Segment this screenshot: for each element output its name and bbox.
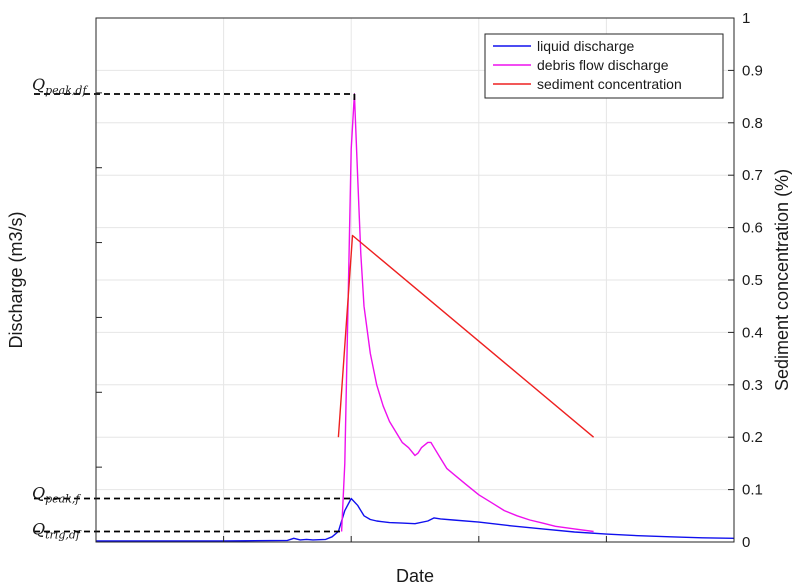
series-layer [96,93,735,542]
right-tick-label: 0.7 [742,167,763,184]
annotation-label: Qpeak,df [32,75,88,97]
right-tick-label: 1 [742,10,750,27]
right-tick-label: 0.4 [742,324,763,341]
right-tick-label: 0 [742,534,750,551]
right-tick-label: 0.9 [742,62,763,79]
annotation-subscript: peak,f [45,493,81,506]
x-axis-label: Date [396,566,434,586]
series-line-0 [96,497,735,542]
legend-label-2: sediment concentration [537,76,682,92]
annotation-q: Q [32,484,45,503]
grid [96,18,734,542]
annotation-q: Q [32,75,45,94]
y-axis-label: Discharge (m3/s) [6,211,26,348]
right-tick-label: 0.3 [742,377,763,394]
series-line-2 [337,234,595,438]
annotation-label: Qpeak,f [32,484,81,506]
annotation-label: Qtrig,df [32,520,82,542]
right-tick-label: 0.2 [742,429,763,446]
legend: liquid discharge debris flow discharge sed… [484,33,724,99]
right-tick-label: 0.8 [742,115,763,132]
legend-box [484,33,724,99]
legend-label-0: liquid discharge [537,38,634,54]
legend-label-1: debris flow discharge [537,57,669,73]
annotation-q: Q [32,520,45,539]
y2-axis-label: Sediment concentration (%) [772,169,792,391]
right-axis: 0 0.1 0.2 0.3 0.4 0.5 0.6 0.7 0.8 0.9 1 [96,10,763,551]
right-tick-label: 0.5 [742,272,763,289]
right-tick-label: 0.1 [742,482,763,499]
series-line-1 [340,93,594,533]
right-tick-label: 0.6 [742,220,763,237]
annotation-subscript: peak,df [45,84,88,97]
annotation-subscript: trig,df [45,529,82,542]
